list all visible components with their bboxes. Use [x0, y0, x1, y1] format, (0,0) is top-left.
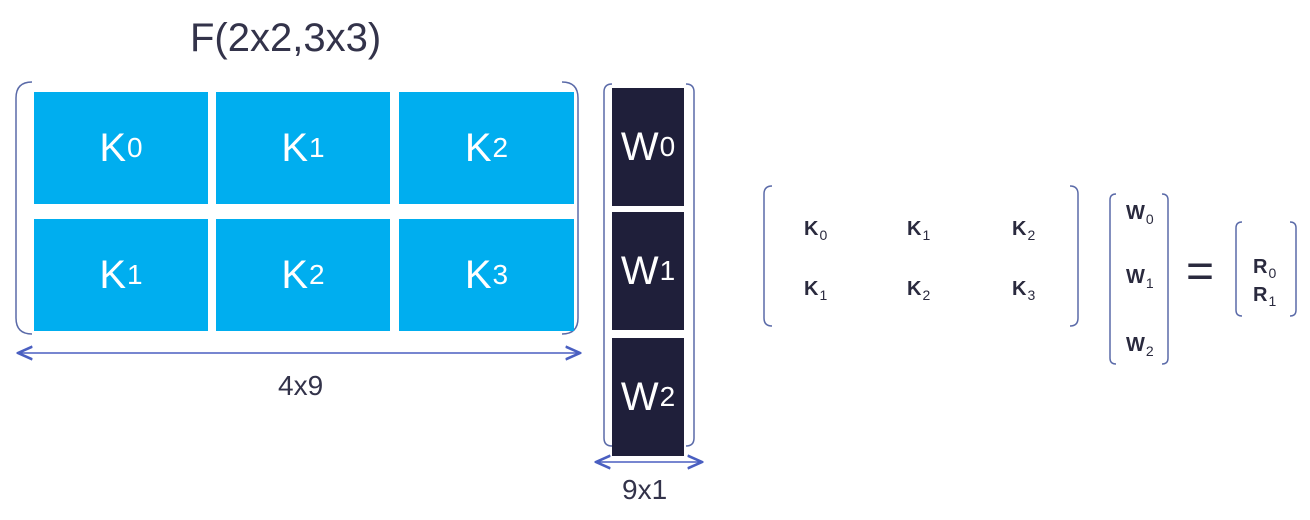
kernel-dimension-label: 4x9	[278, 370, 324, 401]
eq-result-entry-0: R0	[1253, 256, 1277, 281]
eq-vector-entry-0: W0	[1126, 202, 1154, 227]
equals-sign: =	[1186, 245, 1215, 298]
kernel-left-bracket	[15, 81, 33, 335]
weight-dimension-label: 9x1	[622, 474, 668, 505]
eq-vector-left-bracket	[1109, 193, 1117, 365]
eq-matrix-right-bracket	[1069, 185, 1079, 327]
eq-vector-entry-1: W1	[1126, 266, 1154, 291]
eq-vector-entry-2: W2	[1126, 334, 1154, 359]
weight-left-bracket	[603, 83, 613, 447]
eq-matrix-entry-r0-c0: K0	[804, 218, 828, 243]
eq-result-left-bracket	[1235, 221, 1243, 317]
eq-matrix-entry-r1-c1: K2	[907, 278, 931, 303]
eq-matrix-entry-r1-c0: K1	[804, 278, 828, 303]
eq-result-right-bracket	[1289, 221, 1297, 317]
eq-matrix-entry-r1-c2: K3	[1012, 278, 1036, 303]
eq-vector-right-bracket	[1161, 193, 1169, 365]
kernel-right-bracket	[561, 81, 579, 335]
weight-right-bracket	[685, 83, 695, 447]
eq-matrix-left-bracket	[763, 185, 773, 327]
eq-matrix-entry-r0-c2: K2	[1012, 218, 1036, 243]
diagram-title: F(2x2,3x3)	[190, 16, 382, 60]
eq-result-entry-1: R1	[1253, 284, 1277, 309]
eq-matrix-entry-r0-c1: K1	[907, 218, 931, 243]
